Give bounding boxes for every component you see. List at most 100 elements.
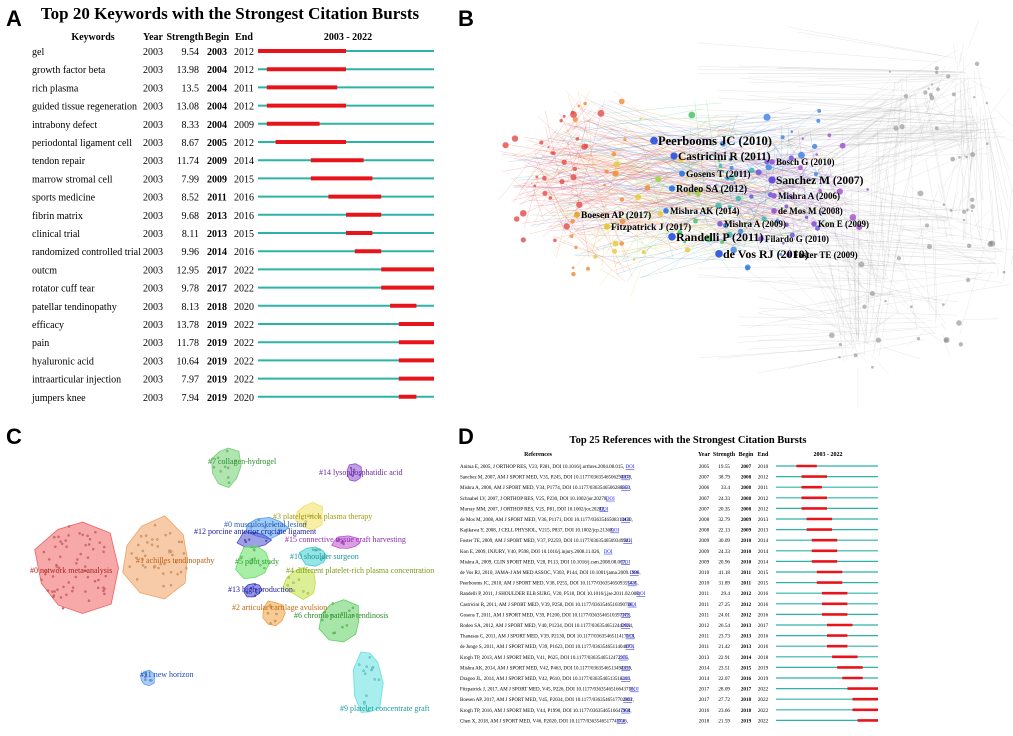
network-node xyxy=(888,70,892,73)
reference-row: Schnabel LV, 2007, J ORTHOP RES, V25, P2… xyxy=(460,496,878,502)
doi-link[interactable]: DOI xyxy=(636,592,645,597)
network-edge xyxy=(956,144,970,168)
cluster-point xyxy=(153,523,157,527)
keyword-row: patellar tendinopathy 2003 8.13 2018 2020 xyxy=(32,302,434,313)
network-edge xyxy=(940,323,946,330)
doi-link[interactable]: DOI xyxy=(626,635,635,640)
keyword-burst-table: Top 20 Keywords with the Strongest Citat… xyxy=(31,4,434,404)
network-edge xyxy=(925,92,953,241)
network-edge xyxy=(717,195,957,211)
reference-strength: 24.33 xyxy=(718,496,730,502)
reference-begin: 2013 xyxy=(741,634,752,640)
network-edge xyxy=(853,239,857,336)
network-edge xyxy=(979,106,984,201)
cluster-point xyxy=(84,590,87,593)
doi-link[interactable]: DOI xyxy=(604,550,613,555)
keyword-year: 2003 xyxy=(143,65,163,76)
network-node xyxy=(974,61,980,67)
doi-link[interactable]: DOI xyxy=(621,709,630,714)
doi-link[interactable]: DOI xyxy=(610,529,619,534)
cluster-point xyxy=(59,555,62,559)
network-edge xyxy=(519,139,626,156)
network-edge xyxy=(646,122,735,194)
network-edge xyxy=(625,106,822,154)
cluster-point xyxy=(263,566,266,570)
doi-link[interactable]: DOI xyxy=(628,582,637,587)
reference-strength: 26.54 xyxy=(718,623,730,629)
doi-link[interactable]: DOI xyxy=(619,656,628,661)
network-edge xyxy=(552,147,825,180)
network-node xyxy=(896,256,901,261)
doi-link[interactable]: DOI xyxy=(630,571,639,576)
network-edge xyxy=(554,137,735,203)
reference-citation: Gosens T, 2011, AM J SPORT MED, V39, P12… xyxy=(460,613,631,618)
doi-link[interactable]: DOI xyxy=(621,486,630,491)
network-node xyxy=(619,197,625,202)
doi-link[interactable]: DOI xyxy=(621,476,630,481)
network-edge xyxy=(633,171,832,206)
network-edge xyxy=(530,214,717,220)
doi-link[interactable]: DOI xyxy=(621,677,630,682)
keyword-strength: 13.98 xyxy=(177,65,200,76)
doi-link[interactable]: DOI xyxy=(621,666,630,671)
cluster-point xyxy=(71,589,74,593)
network-edge xyxy=(797,332,936,353)
doi-link[interactable]: DOI xyxy=(599,507,608,512)
network-edge xyxy=(533,176,613,253)
doi-link[interactable]: DOI xyxy=(621,613,630,618)
network-edge xyxy=(511,176,616,201)
network-edges xyxy=(498,20,1013,409)
network-edge xyxy=(904,74,907,171)
doi-link[interactable]: DOI xyxy=(623,698,632,703)
keyword-year: 2003 xyxy=(143,375,163,386)
network-edge xyxy=(863,219,879,298)
doi-link[interactable]: DOI xyxy=(626,645,635,650)
cluster-point xyxy=(71,586,75,589)
network-edge xyxy=(551,195,613,272)
doi-link[interactable]: DOI xyxy=(630,688,639,693)
network-edge xyxy=(891,239,898,281)
doi-link[interactable]: DOI xyxy=(617,719,626,724)
network-edge xyxy=(628,149,731,188)
doi-link[interactable]: DOI xyxy=(623,539,632,544)
network-edge xyxy=(897,123,905,159)
keyword-header-year: Year xyxy=(143,32,164,43)
network-node xyxy=(934,126,939,131)
network-edge xyxy=(566,120,595,124)
network-edge xyxy=(757,292,893,313)
doi-link[interactable]: DOI xyxy=(621,624,630,629)
network-node xyxy=(820,210,824,214)
keyword-strength: 7.94 xyxy=(182,393,200,404)
network-node xyxy=(827,133,832,138)
network-edge xyxy=(697,263,1001,269)
network-edge xyxy=(757,312,859,330)
cluster-point xyxy=(40,578,43,582)
network-edge xyxy=(740,198,827,203)
network-edge xyxy=(534,143,570,177)
doi-link[interactable]: DOI xyxy=(621,560,630,565)
network-edge xyxy=(975,125,978,211)
network-node xyxy=(613,161,620,168)
network-edge xyxy=(562,213,600,260)
cluster-point xyxy=(103,587,106,591)
network-node xyxy=(725,176,730,181)
reference-year: 2014 xyxy=(699,665,710,671)
network-hub-node xyxy=(679,170,685,177)
network-edge xyxy=(865,118,892,147)
network-edge xyxy=(534,150,566,235)
reference-end: 2016 xyxy=(758,644,769,650)
network-node xyxy=(611,151,617,157)
keyword-row: tendon repair 2003 11.74 2009 2014 xyxy=(32,156,434,167)
network-edge xyxy=(774,143,788,168)
network-node xyxy=(572,166,577,172)
network-edge xyxy=(978,128,981,130)
doi-link[interactable]: DOI xyxy=(626,465,635,470)
network-edge xyxy=(777,272,995,292)
network-edge xyxy=(975,122,978,161)
doi-link[interactable]: DOI xyxy=(628,603,637,608)
network-edge xyxy=(777,130,979,133)
doi-link[interactable]: DOI xyxy=(621,518,630,523)
network-edge xyxy=(517,168,755,181)
doi-link[interactable]: DOI xyxy=(606,497,615,502)
network-edge xyxy=(534,159,571,224)
